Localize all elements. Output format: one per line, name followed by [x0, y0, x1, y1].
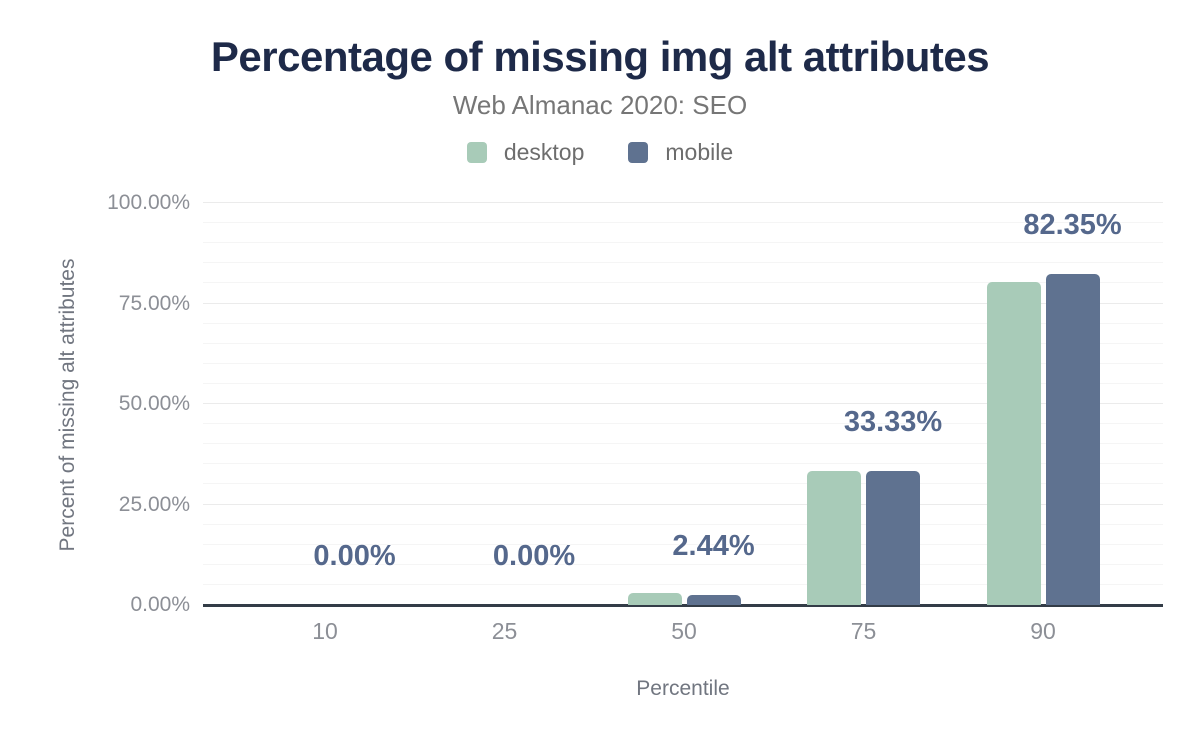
x-axis-tick-label: 50: [671, 618, 697, 644]
minor-gridline: [203, 262, 1163, 264]
chart-title: Percentage of missing img alt attributes: [210, 33, 990, 80]
minor-gridline: [203, 563, 1163, 565]
minor-gridline: [203, 523, 1163, 525]
x-axis-tick-label: 90: [1030, 618, 1056, 644]
legend-swatch-mobile-icon: [628, 141, 649, 163]
data-label-p10: 0.00%: [313, 540, 396, 572]
bar-mobile-p90[interactable]: [1045, 273, 1100, 605]
minor-gridline: [203, 322, 1163, 324]
minor-gridline: [203, 443, 1163, 445]
bar-desktop-p50[interactable]: [627, 592, 682, 605]
x-axis-tick-label: 10: [312, 618, 338, 644]
minor-gridline: [203, 342, 1163, 344]
legend-item-desktop[interactable]: desktop: [466, 138, 585, 166]
x-axis-line: [203, 604, 1163, 607]
y-axis-tick-label: 25.00%: [118, 492, 190, 516]
legend: desktop mobile: [0, 139, 1200, 165]
minor-gridline: [203, 382, 1163, 384]
y-axis-tick-label: 50.00%: [118, 392, 190, 415]
minor-gridline: [203, 463, 1163, 465]
minor-gridline: [203, 543, 1163, 545]
minor-gridline: [203, 583, 1163, 585]
x-axis-title: Percentile: [636, 677, 730, 700]
plot-area: 0.00% 0.00% 2.44% 33.33% 82.35%: [203, 202, 1163, 607]
major-gridline: [203, 403, 1163, 404]
bar-mobile-p75[interactable]: [866, 471, 920, 605]
minor-gridline: [203, 242, 1163, 244]
x-axis-tick-label: 75: [850, 618, 877, 644]
major-gridline: [203, 302, 1163, 304]
minor-gridline: [203, 362, 1163, 364]
bar-desktop-p90[interactable]: [986, 281, 1041, 605]
x-axis-tick-label: 25: [491, 618, 518, 644]
y-axis-tick-label: 100.00%: [107, 191, 190, 214]
data-label-p25: 0.00%: [492, 540, 576, 572]
minor-gridline: [203, 483, 1163, 485]
legend-item-mobile[interactable]: mobile: [628, 139, 733, 166]
data-label-p75: 33.33%: [843, 406, 943, 439]
data-label-p50: 2.44%: [672, 530, 755, 563]
chart-subtitle: Web Almanac 2020: SEO: [452, 90, 748, 120]
legend-swatch-desktop-icon: [466, 141, 487, 163]
legend-label-desktop: desktop: [503, 138, 585, 165]
minor-gridline: [203, 423, 1163, 425]
bar-desktop-p75[interactable]: [807, 471, 861, 605]
y-axis-tick-label: 0.00%: [130, 593, 190, 616]
data-label-p90: 82.35%: [1023, 208, 1122, 241]
minor-gridline: [203, 222, 1163, 224]
minor-gridline: [203, 282, 1163, 284]
major-gridline: [203, 202, 1163, 203]
y-axis-tick-label: 75.00%: [118, 291, 190, 315]
legend-label-mobile: mobile: [665, 138, 734, 165]
bar-mobile-p50[interactable]: [686, 595, 741, 605]
major-gridline: [203, 503, 1163, 505]
